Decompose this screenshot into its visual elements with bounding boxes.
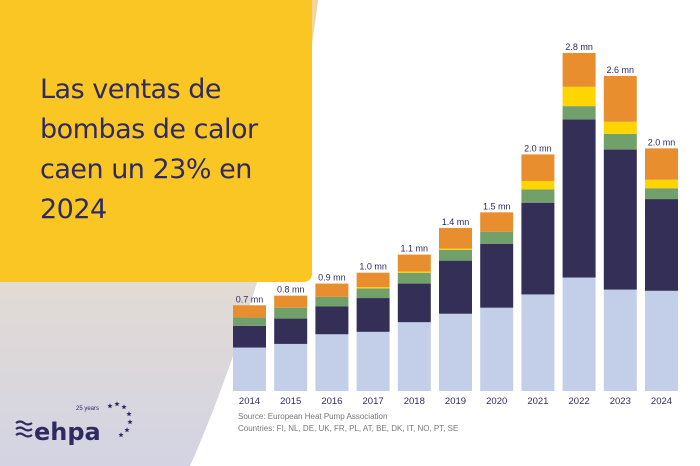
bar-segment-2023-4 [603,75,637,122]
bar-segment-2015-1 [274,318,308,344]
total-label-2016: 0.9 mn [318,273,346,283]
bar-segment-2017-0 [356,331,390,391]
logo-badge: 25 years [76,406,99,412]
bar-segment-2021-3 [521,180,555,190]
bar-segment-2022-0 [562,277,596,391]
total-label-2022: 2.8 mn [565,42,593,52]
x-tick-2016: 2016 [321,396,342,407]
bar-segment-2022-4 [562,53,596,87]
x-tick-2020: 2020 [486,396,507,407]
waves-icon [15,420,33,438]
countries-note: Countries: FI, NL, DE, UK, FR, PL, AT, B… [238,424,459,433]
bar-segment-2014-4 [233,305,266,318]
logo-text: ehpa [34,418,101,446]
stars-icon [107,401,133,438]
bar-segment-2021-1 [521,202,555,295]
total-label-2019: 1.4 mn [442,217,470,227]
star-icon [107,403,113,409]
bar-segment-2016-0 [315,334,349,391]
bar-segment-2016-4 [315,283,349,297]
bar-segment-2019-4 [439,228,472,249]
ehpa-logo: ehpa 25 years [15,401,133,446]
x-tick-2014: 2014 [239,396,260,407]
bar-segment-2022-2 [562,106,596,120]
headline: Las ventas de bombas de calor caen un 23… [40,74,258,225]
x-tick-2015: 2015 [280,396,301,407]
bar-segment-2017-3 [356,287,390,289]
bar-segment-2014-1 [233,325,266,348]
bar-segment-2018-2 [397,272,431,284]
total-label-2020: 1.5 mn [483,201,511,211]
bar-segment-2020-4 [480,212,514,232]
bar-segment-2019-2 [439,249,472,261]
bar-segment-2022-3 [562,86,596,107]
source-note: Source: European Heat Pump Association [238,412,388,421]
star-icon [121,404,127,410]
bar-segment-2020-0 [480,307,514,391]
total-label-2023: 2.6 mn [607,65,635,75]
star-icon [126,411,132,417]
x-tick-2021: 2021 [527,396,548,407]
bar-segment-2024-4 [645,148,678,180]
star-icon [114,401,120,407]
bar-segment-2015-0 [274,343,308,391]
bar-segment-2018-3 [397,271,431,273]
bar-segment-2016-2 [315,296,349,307]
bar-segment-2022-1 [562,119,596,278]
bar-segment-2023-1 [603,149,637,290]
bar-segment-2018-1 [397,283,431,323]
bar-segment-2015-2 [274,307,308,319]
x-tick-2017: 2017 [363,396,384,407]
total-label-2017: 1.0 mn [359,262,387,272]
bar-segment-2017-1 [356,298,390,332]
bar-segment-2024-0 [645,290,678,391]
bar-segment-2021-2 [521,189,555,203]
x-tick-2023: 2023 [610,396,631,407]
bar-segment-2019-3 [439,248,472,250]
total-label-2015: 0.8 mn [277,285,305,295]
bar-segment-2020-2 [480,231,514,244]
bar-segment-2015-4 [274,295,308,308]
x-tick-2019: 2019 [445,396,466,407]
x-tick-2018: 2018 [404,396,425,407]
headline-box: Las ventas de bombas de calor caen un 23… [0,0,312,282]
bar-segment-2024-1 [645,199,678,291]
x-tick-2024: 2024 [651,396,672,407]
bar-segment-2014-2 [233,317,266,326]
bar-segment-2014-0 [233,347,266,391]
bar-segment-2020-1 [480,243,514,308]
bar-segment-2021-4 [521,154,555,181]
bar-segment-2018-0 [397,322,431,391]
star-icon [127,419,133,425]
bar-segment-2019-0 [439,313,472,391]
bar-segment-2024-2 [645,188,678,200]
bar-segment-2017-4 [356,272,390,288]
bar-segment-2023-3 [603,121,637,134]
bar-segment-2023-2 [603,133,637,150]
bar-segment-2016-1 [315,306,349,335]
bar-segment-2017-2 [356,288,390,299]
bar-segment-2019-1 [439,260,472,314]
total-label-2021: 2.0 mn [524,143,552,153]
bar-segment-2021-0 [521,294,555,391]
total-label-2014: 0.7 mn [236,294,264,304]
bar-segment-2018-4 [397,254,431,272]
x-tick-2022: 2022 [569,396,590,407]
total-label-2024: 2.0 mn [648,137,676,147]
star-icon [118,432,124,438]
star-icon [124,427,130,433]
bar-segment-2024-3 [645,179,678,189]
total-label-2018: 1.1 mn [401,244,429,254]
bar-segment-2023-0 [603,289,637,391]
